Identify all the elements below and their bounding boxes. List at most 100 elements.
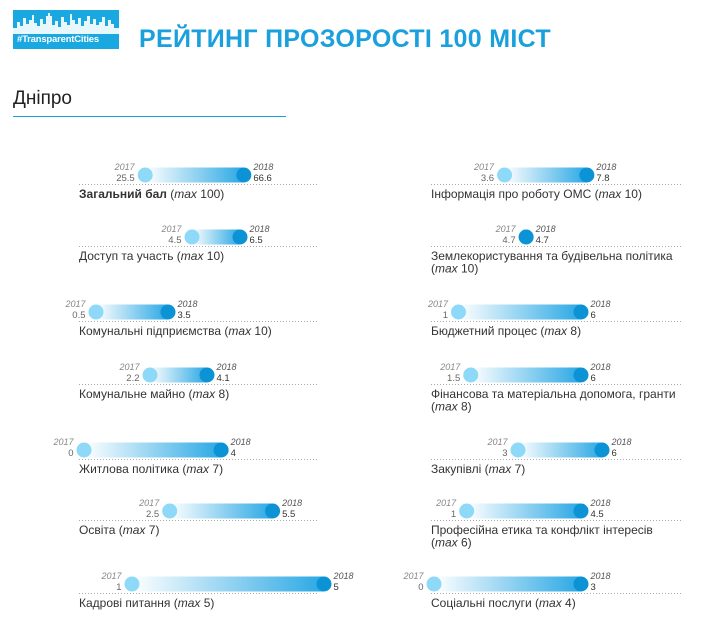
value-2017-label: 25.5: [116, 173, 135, 184]
value-2018-label: 5.5: [282, 509, 295, 520]
range-bar: [84, 442, 222, 458]
value-2018-label: 66.6: [253, 173, 272, 184]
value-2018-label: 6: [612, 448, 617, 459]
category-label: Землекористування та будівельна політика…: [431, 249, 673, 276]
category-label: Інформація про роботу ОМС (max 10): [431, 187, 642, 201]
dot-2017: [184, 229, 200, 245]
range-bar: [458, 304, 581, 320]
dot-2017: [88, 304, 104, 320]
dot-2018: [573, 367, 589, 383]
dot-2018: [573, 576, 589, 592]
year-2018-label: 2018: [590, 299, 611, 309]
year-2018-label: 2018: [230, 437, 251, 447]
value-2017-label: 1: [116, 582, 121, 593]
year-2017-label: 2017: [435, 498, 457, 508]
dot-2017: [459, 503, 475, 519]
value-2017-label: 2.5: [146, 509, 159, 520]
year-2017-label: 2017: [473, 162, 495, 172]
value-2017-label: 0: [68, 448, 73, 459]
dot-2017: [426, 576, 442, 592]
dot-2018: [236, 167, 252, 183]
dot-2018: [573, 503, 589, 519]
year-2018-label: 2018: [590, 571, 611, 581]
range-bar: [96, 304, 168, 320]
value-2017-label: 0: [418, 582, 423, 593]
value-2018-label: 5: [334, 582, 339, 593]
dot-2018: [316, 576, 332, 592]
value-2017-label: 1.5: [447, 373, 460, 384]
range-bar: [470, 367, 581, 383]
category-label: Комунальні підприємства (max 10): [79, 324, 272, 338]
year-2017-label: 2017: [118, 362, 140, 372]
dot-2018: [579, 167, 595, 183]
value-2018-label: 6.5: [250, 235, 263, 246]
dot-2018: [199, 367, 215, 383]
value-2017-label: 4.7: [502, 235, 515, 246]
city-underline: [13, 116, 286, 117]
year-2018-label: 2018: [611, 437, 632, 447]
dot-2018: [232, 229, 248, 245]
value-2018-label: 4.1: [217, 373, 230, 384]
value-2017-label: 3.6: [481, 173, 494, 184]
dot-2018: [573, 304, 589, 320]
year-2017-label: 2017: [138, 498, 160, 508]
logo-text: #TransparentCities: [17, 34, 99, 45]
range-bar: [192, 229, 240, 245]
range-bar: [150, 367, 207, 383]
year-2018-label: 2018: [595, 162, 616, 172]
category-label: Доступ та участь (max 10): [79, 249, 224, 263]
value-2018-label: 4.7: [536, 235, 549, 246]
year-2017-label: 2017: [100, 571, 122, 581]
value-2018-label: 7.8: [596, 173, 609, 184]
year-2017-label: 2017: [486, 437, 508, 447]
transparent-cities-logo: #TransparentCities: [13, 10, 119, 49]
category-label: Закупівлі (max 7): [431, 462, 525, 476]
value-2017-label: 4.5: [168, 235, 181, 246]
value-2018-label: 6: [591, 373, 596, 384]
year-2018-label: 2018: [252, 162, 273, 172]
year-2017-label: 2017: [439, 362, 461, 372]
category-label: Житлова політика (max 7): [79, 462, 223, 476]
year-2017-label: 2017: [160, 224, 182, 234]
year-2017-label: 2017: [114, 162, 136, 172]
year-2017-label: 2017: [52, 437, 74, 447]
category-label: Бюджетний процес (max 8): [431, 324, 581, 338]
value-2018-label: 6: [591, 310, 596, 321]
dot-2017: [142, 367, 158, 383]
year-2018-label: 2018: [177, 299, 198, 309]
dot-2017: [463, 367, 479, 383]
year-2018-label: 2018: [590, 498, 611, 508]
dot-2017: [124, 576, 140, 592]
value-2017-label: 0.5: [72, 310, 85, 321]
dot-2017: [162, 503, 178, 519]
range-bar: [466, 503, 581, 519]
city-name: Дніпро: [13, 88, 73, 109]
dot-2018: [265, 503, 281, 519]
range-bar: [518, 442, 602, 458]
value-2017-label: 2.2: [126, 373, 139, 384]
range-bar: [434, 576, 581, 592]
range-bar: [145, 167, 244, 183]
value-2018-label: 4: [231, 448, 236, 459]
category-label: Соціальні послуги (max 4): [431, 596, 576, 610]
dot-2018: [213, 442, 229, 458]
dot-2017: [510, 442, 526, 458]
category-label: Професійна етика та конфлікт інтересів (m…: [431, 523, 653, 550]
category-label: Освіта (max 7): [79, 523, 159, 537]
value-2017-label: 3: [502, 448, 507, 459]
value-2017-label: 1: [443, 310, 448, 321]
year-2017-label: 2017: [427, 299, 449, 309]
value-2018-label: 3.5: [178, 310, 191, 321]
year-2017-label: 2017: [64, 299, 86, 309]
